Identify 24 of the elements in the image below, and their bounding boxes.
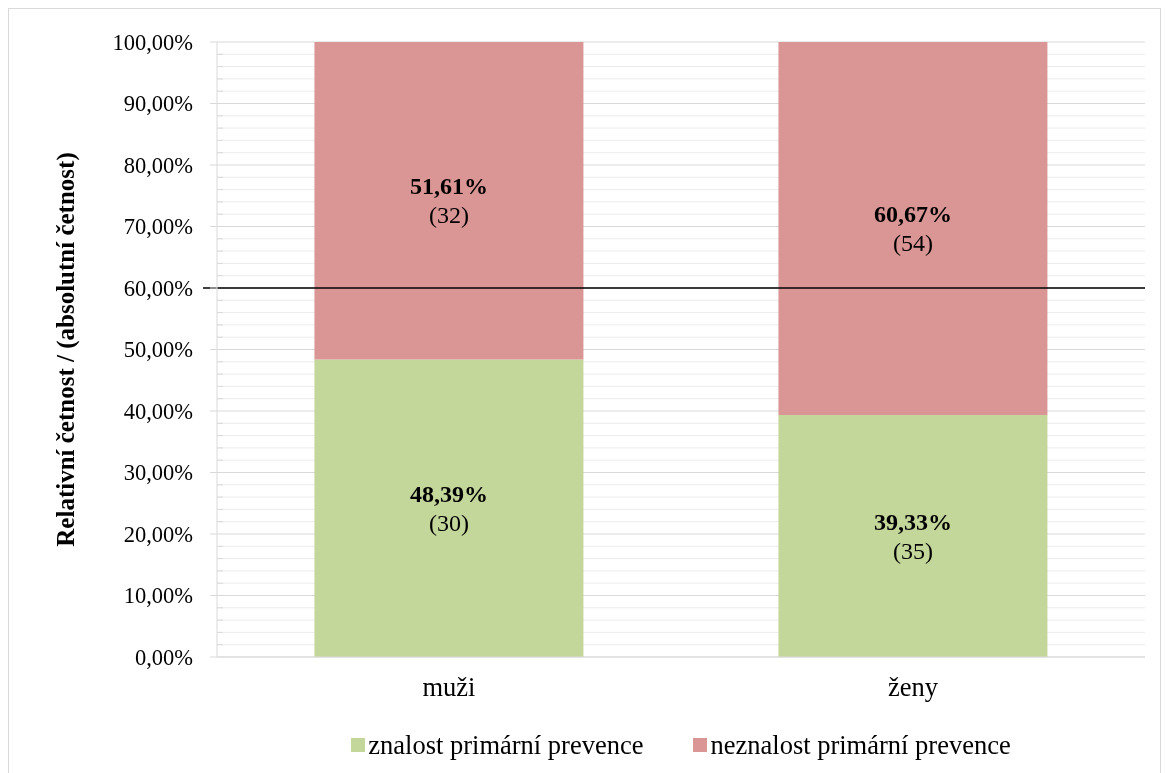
bar <box>778 42 1048 416</box>
x-tick-label: muži <box>422 671 476 702</box>
bar <box>778 415 1048 657</box>
y-tick-label: 20,00% <box>123 521 193 547</box>
data-label: 48,39% (30) <box>409 480 488 536</box>
data-label: 51,61% (32) <box>409 173 488 229</box>
y-tick-label: 60,00% <box>123 275 193 301</box>
legend-label: neznalost primární prevence <box>710 729 1011 761</box>
y-tick-label: 0,00% <box>134 644 193 670</box>
data-label: 60,67% (54) <box>873 201 952 257</box>
y-tick-label: 40,00% <box>123 398 193 424</box>
data-label: 39,33% (35) <box>873 508 952 564</box>
y-tick-label: 50,00% <box>123 337 193 362</box>
x-tick-label: ženy <box>887 671 939 702</box>
y-tick-label: 80,00% <box>123 152 193 178</box>
y-tick-label: 30,00% <box>123 460 193 485</box>
y-tick-label: 10,00% <box>123 583 193 608</box>
y-axis-title: Relativní četnost / (absolutní četnost) <box>51 152 80 547</box>
y-tick-label: 100,00% <box>112 29 193 55</box>
y-tick-label: 90,00% <box>123 91 193 116</box>
legend-label: znalost primární prevence <box>368 729 644 761</box>
bar <box>314 359 584 657</box>
bar <box>314 42 584 360</box>
y-tick-label: 70,00% <box>123 214 193 239</box>
